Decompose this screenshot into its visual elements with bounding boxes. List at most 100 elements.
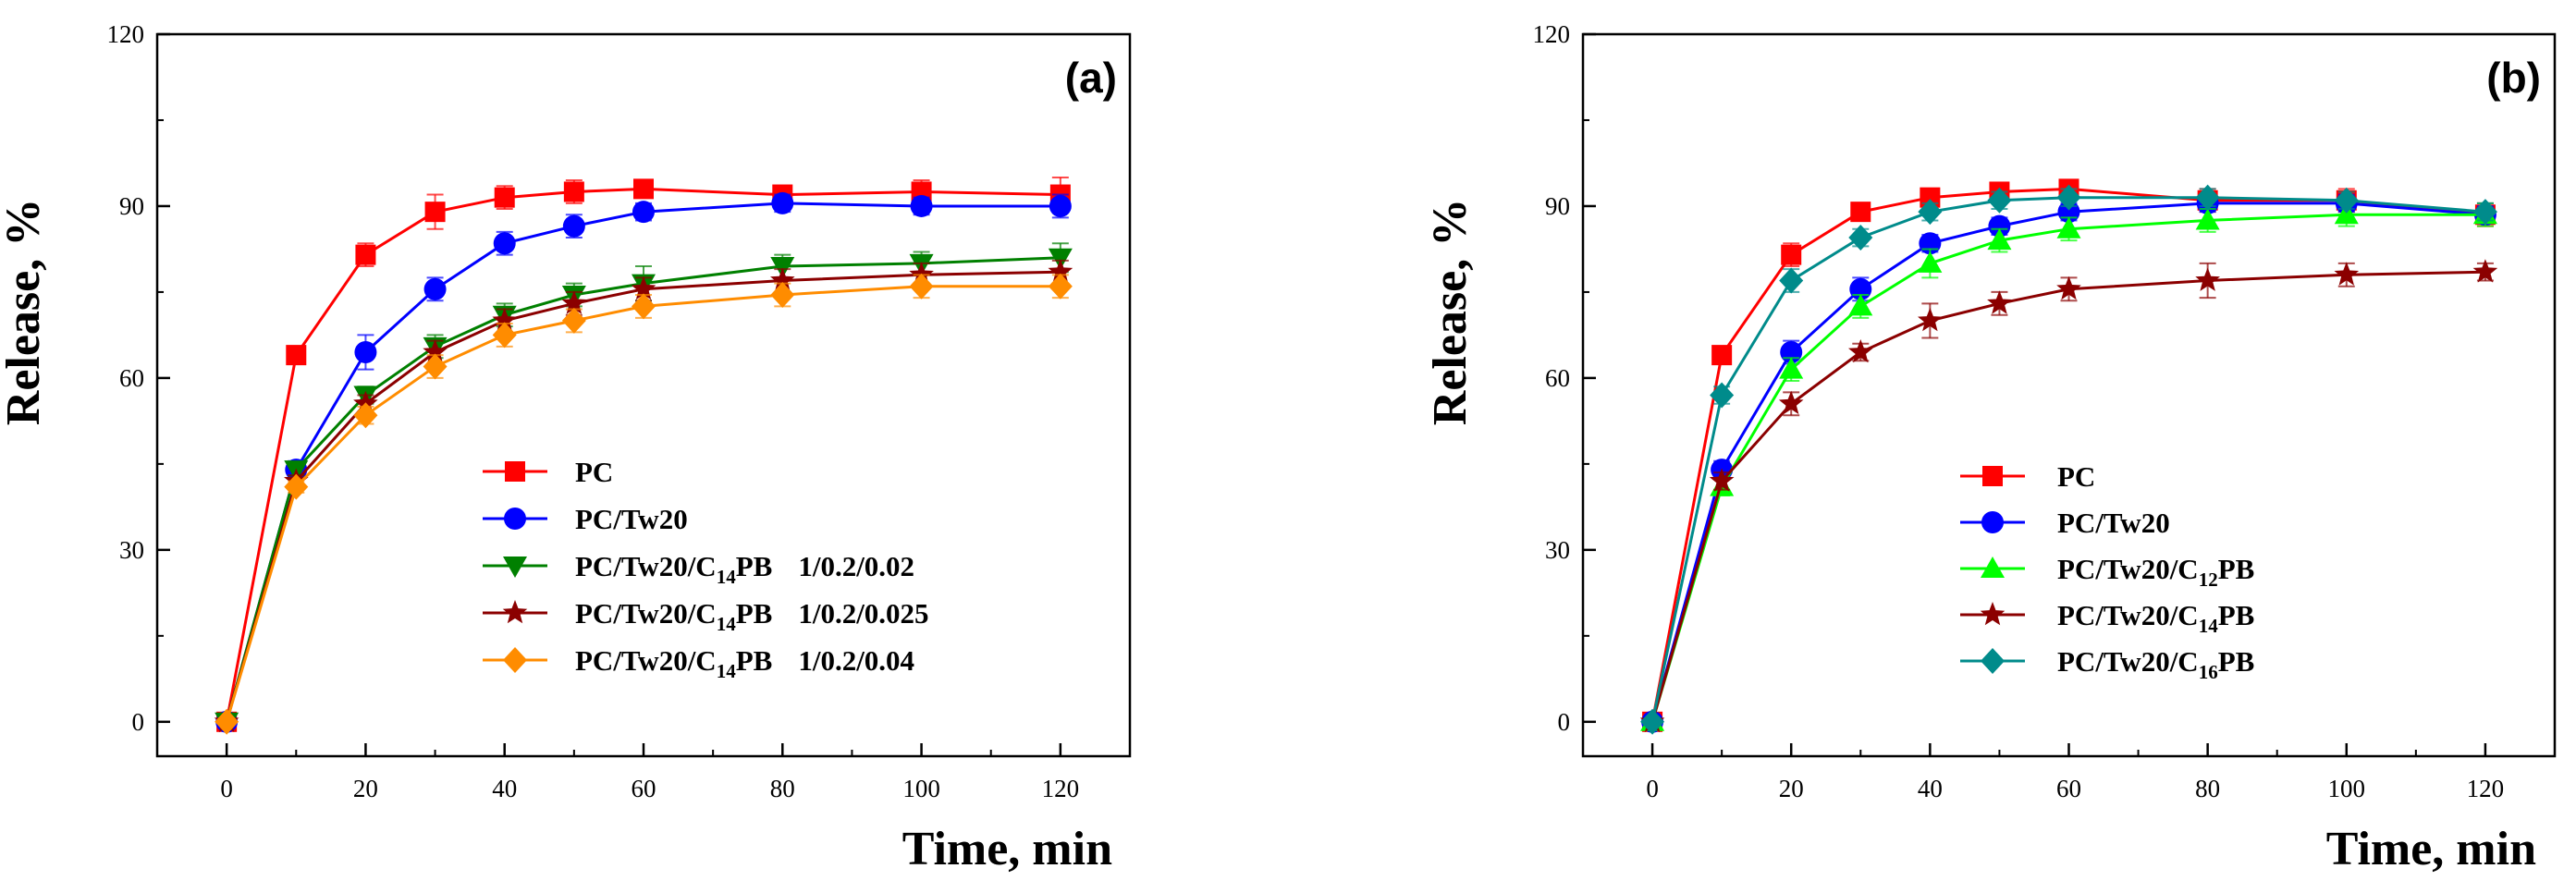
- panel-label: (a): [1065, 54, 1117, 102]
- legend-entry: PC/Tw20: [483, 503, 688, 535]
- legend-entry: PC/Tw20/C12PB: [1960, 553, 2254, 591]
- data-point: [2334, 262, 2360, 286]
- legend-entry: PC/Tw20/C14PB 1/0.2/0.04: [483, 644, 914, 682]
- series-line: [1650, 187, 2486, 723]
- data-point: [1918, 251, 1943, 273]
- data-point: [215, 708, 239, 735]
- data-point: [284, 473, 309, 500]
- legend-marker: [505, 461, 525, 482]
- panel-label: (b): [2486, 54, 2541, 102]
- data-point: [2195, 184, 2220, 211]
- y-tick-label: 90: [1545, 192, 1570, 220]
- data-point: [1848, 294, 1873, 316]
- legend-marker: [1981, 648, 2005, 674]
- data-point: [2195, 267, 2220, 291]
- data-point: [2056, 184, 2081, 211]
- series-line: [1650, 270, 2485, 723]
- series-line: [225, 285, 1061, 723]
- x-tick-label: 0: [220, 775, 233, 802]
- legend-label: PC/Tw20/C14PB 1/0.2/0.02: [575, 550, 914, 588]
- data-point: [494, 187, 515, 208]
- y-tick-label: 0: [1558, 708, 1571, 736]
- x-tick-label: 120: [1042, 775, 1080, 802]
- legend-marker: [502, 600, 528, 624]
- series-line: [225, 270, 1061, 723]
- data-point: [355, 244, 376, 265]
- y-tick-label: 0: [132, 708, 145, 736]
- data-point: [909, 273, 934, 300]
- chart-panel-b: 0 20 40 60 80 100 120 0 30 60 90 120 Time, min Releas…: [1424, 20, 2557, 875]
- data-point: [1848, 339, 1873, 363]
- data-point: [353, 402, 378, 429]
- series-line: [225, 187, 1061, 723]
- legend-entry: PC/Tw20/C14PB: [1960, 599, 2254, 637]
- data-point: [286, 345, 307, 366]
- data-point: [1987, 228, 2012, 251]
- x-tick-label: 40: [1918, 775, 1943, 802]
- data-point: [562, 214, 585, 238]
- series-line: [225, 202, 1061, 723]
- data-point: [1048, 273, 1073, 300]
- legend-marker: [503, 647, 527, 673]
- data-point: [493, 232, 516, 255]
- data-point: [770, 282, 795, 309]
- data-point: [2056, 275, 2081, 300]
- chart-panel-a: 0 20 40 60 80 100 120 0 30 60 90 120 Time, min Releas…: [0, 20, 1132, 875]
- data-point: [1850, 202, 1871, 223]
- x-tick-label: 20: [1779, 775, 1804, 802]
- data-point: [2472, 199, 2497, 226]
- x-tick-label: 60: [632, 775, 656, 802]
- legend-entry: PC/Tw20: [1960, 507, 2170, 539]
- x-tick-label: 80: [2195, 775, 2220, 802]
- data-point: [423, 339, 448, 363]
- y-tick-label: 60: [119, 364, 144, 392]
- data-point: [492, 322, 517, 349]
- legend-marker: [1980, 602, 2006, 626]
- series-line: [225, 256, 1061, 723]
- data-point: [1710, 382, 1735, 409]
- legend-label: PC/Tw20/C14PB 1/0.2/0.04: [575, 644, 914, 682]
- data-point: [770, 257, 795, 279]
- x-tick-label: 100: [902, 775, 940, 802]
- data-point: [1048, 259, 1073, 283]
- data-point: [1640, 708, 1665, 735]
- legend-entry: PC/Tw20/C14PB 1/0.2/0.025: [483, 597, 929, 635]
- x-axis-title: Time, min: [2326, 823, 2536, 875]
- data-point: [632, 293, 656, 320]
- series-line: [1650, 213, 2485, 723]
- y-tick-label: 60: [1545, 364, 1570, 392]
- y-tick-label: 120: [1533, 20, 1571, 48]
- legend-marker: [504, 508, 526, 530]
- series-line: [1650, 202, 2486, 723]
- data-point: [1778, 390, 1804, 415]
- y-tick-label: 30: [119, 536, 144, 564]
- data-point: [423, 353, 448, 380]
- data-point: [424, 202, 446, 223]
- legend-entry: PC: [1960, 460, 2095, 493]
- data-point: [910, 194, 933, 217]
- data-point: [1987, 290, 2012, 314]
- data-point: [492, 307, 517, 332]
- legend-label: PC/Tw20/C16PB: [2057, 645, 2254, 683]
- data-point: [770, 267, 795, 291]
- data-point: [632, 201, 655, 224]
- data-point: [1918, 199, 1943, 226]
- data-point: [1779, 267, 1804, 294]
- x-axis-title: Time, min: [902, 823, 1112, 875]
- data-point: [561, 290, 587, 314]
- y-axis-title: Release, %: [1424, 199, 1477, 425]
- legend-label: PC/Tw20/C12PB: [2057, 553, 2254, 591]
- data-point: [1709, 468, 1735, 492]
- data-point: [631, 275, 656, 300]
- legend-label: PC: [575, 456, 613, 488]
- data-point: [423, 277, 447, 300]
- series-pc-tw20-c16pb: [1640, 184, 2497, 735]
- data-point: [563, 181, 584, 202]
- x-tick-label: 0: [1646, 775, 1659, 802]
- y-tick-label: 90: [119, 192, 144, 220]
- data-point: [1779, 357, 1804, 379]
- data-point: [354, 341, 377, 364]
- legend-marker: [1981, 557, 2005, 578]
- legend-label: PC: [2057, 460, 2095, 493]
